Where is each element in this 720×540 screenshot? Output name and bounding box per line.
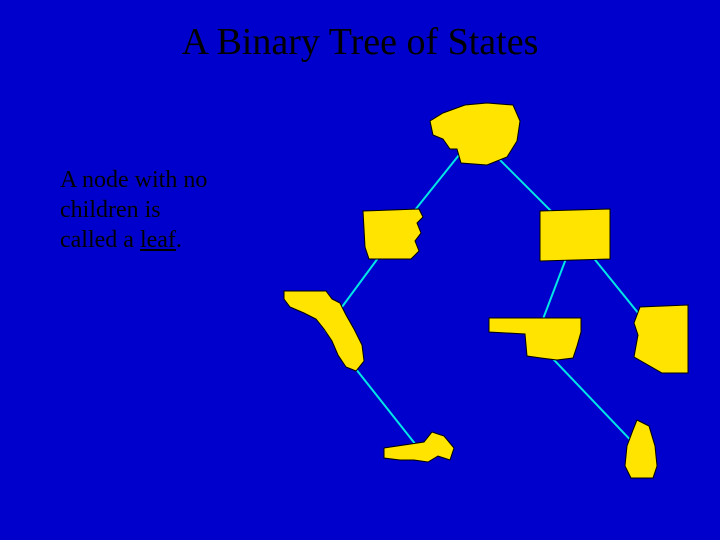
- mass-shape: [384, 432, 454, 462]
- node-colorado: [536, 205, 614, 265]
- node-arizona: [628, 301, 692, 379]
- node-mass: [380, 426, 460, 474]
- oklahoma-shape: [489, 318, 581, 360]
- node-newhamp: [619, 416, 661, 484]
- node-arkansas: [359, 205, 431, 265]
- arizona-shape: [634, 305, 688, 373]
- arkansas-shape: [363, 209, 423, 259]
- node-florida: [280, 285, 370, 375]
- newhamp-shape: [625, 420, 657, 478]
- florida-shape: [284, 291, 364, 371]
- washington-shape: [430, 103, 520, 165]
- colorado-shape: [540, 209, 610, 261]
- tree-edges: [0, 0, 720, 540]
- node-oklahoma: [485, 312, 585, 368]
- node-washington: [425, 99, 525, 171]
